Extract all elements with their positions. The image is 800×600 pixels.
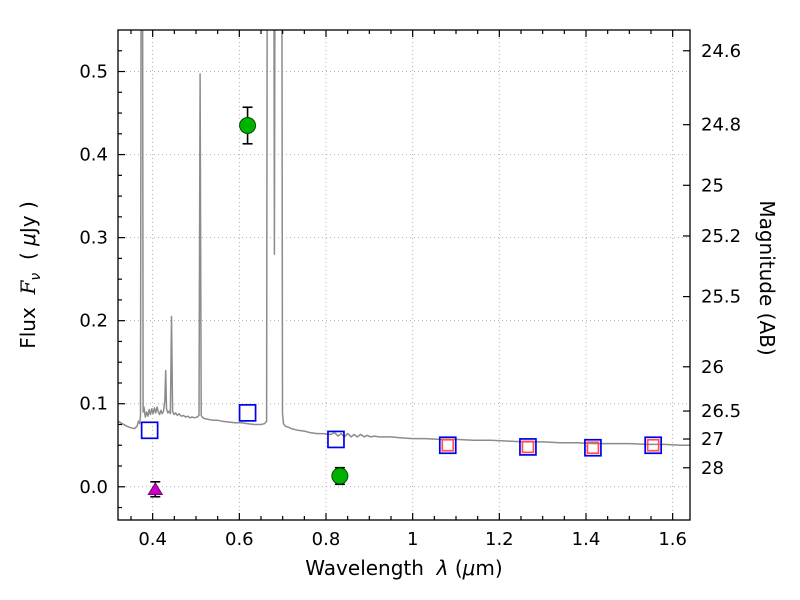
- marker-circle: [239, 117, 257, 135]
- x-tick-label: 1.4: [572, 529, 601, 550]
- y-tick-label-magnitude: 26: [701, 357, 724, 378]
- y-tick-label-flux: 0.0: [79, 477, 108, 498]
- y-tick-label-magnitude: 26.5: [701, 401, 741, 422]
- y-tick-label-magnitude: 24.8: [701, 115, 741, 136]
- marker-square: [646, 438, 660, 452]
- marker-square: [584, 438, 602, 457]
- x-tick-label: 0.8: [312, 529, 341, 550]
- lambda-symbol: λ: [436, 556, 449, 580]
- marker-square: [586, 441, 600, 455]
- grid-lines: [118, 30, 690, 520]
- y-tick-label-magnitude: 28: [701, 458, 724, 479]
- marker-square: [327, 430, 345, 449]
- marker-square: [521, 440, 535, 454]
- tick-labels: 0.4 0.6 0.8 1 1.2 1.4 1.6 0.0 0.1 0.2 0.3 0.4 0.5 24.…: [79, 41, 741, 550]
- axis-ticks: [118, 30, 690, 520]
- x-tick-label: 1: [407, 529, 418, 550]
- y-tick-label-flux: 0.3: [79, 228, 108, 249]
- marker-square: [644, 436, 663, 455]
- observed-photometry-red-squares: [441, 438, 660, 455]
- x-tick-label: 0.4: [138, 529, 167, 550]
- marker-square: [438, 436, 457, 455]
- marker-square: [140, 421, 159, 440]
- nu-subscript: ν: [28, 272, 44, 281]
- upper-limit-magenta-triangle: [147, 480, 164, 498]
- observed-photometry-green-circles: [239, 106, 349, 486]
- flux-symbol: F: [16, 280, 40, 295]
- y-tick-label-magnitude: 25.5: [701, 287, 741, 308]
- marker-square: [519, 438, 537, 456]
- plot-frame: [117, 29, 691, 521]
- model-spectrum: [118, 30, 690, 447]
- x-tick-label: 1.6: [658, 529, 687, 550]
- y-tick-label-flux: 0.1: [79, 394, 108, 415]
- model-photometry-blue-squares: [140, 404, 663, 457]
- mu-symbol: μ: [16, 233, 40, 246]
- y-tick-label-magnitude: 25.2: [701, 226, 741, 247]
- mu-symbol: μ: [462, 556, 476, 580]
- y-tick-label-magnitude: 25: [701, 175, 724, 196]
- x-tick-label: 1.2: [485, 529, 514, 550]
- marker-triangle: [147, 482, 164, 496]
- y-tick-label-magnitude: 24.6: [701, 41, 741, 62]
- y-tick-label-flux: 0.4: [79, 145, 108, 166]
- x-axis-label-text: Wavelength: [305, 556, 437, 580]
- marker-square: [441, 438, 455, 452]
- y-tick-label-flux: 0.2: [79, 311, 108, 332]
- x-tick-label: 0.6: [225, 529, 254, 550]
- y-tick-label-flux: 0.5: [79, 62, 108, 83]
- y-axis-label-left: Flux Fν ( μJy ): [16, 201, 44, 349]
- y-tick-label-magnitude: 27: [701, 429, 724, 450]
- marker-square: [238, 404, 257, 422]
- marker-circle: [331, 467, 349, 485]
- x-axis-label: Wavelength λ (μm): [305, 556, 503, 580]
- y-axis-label-right: Magnitude (AB): [755, 200, 779, 356]
